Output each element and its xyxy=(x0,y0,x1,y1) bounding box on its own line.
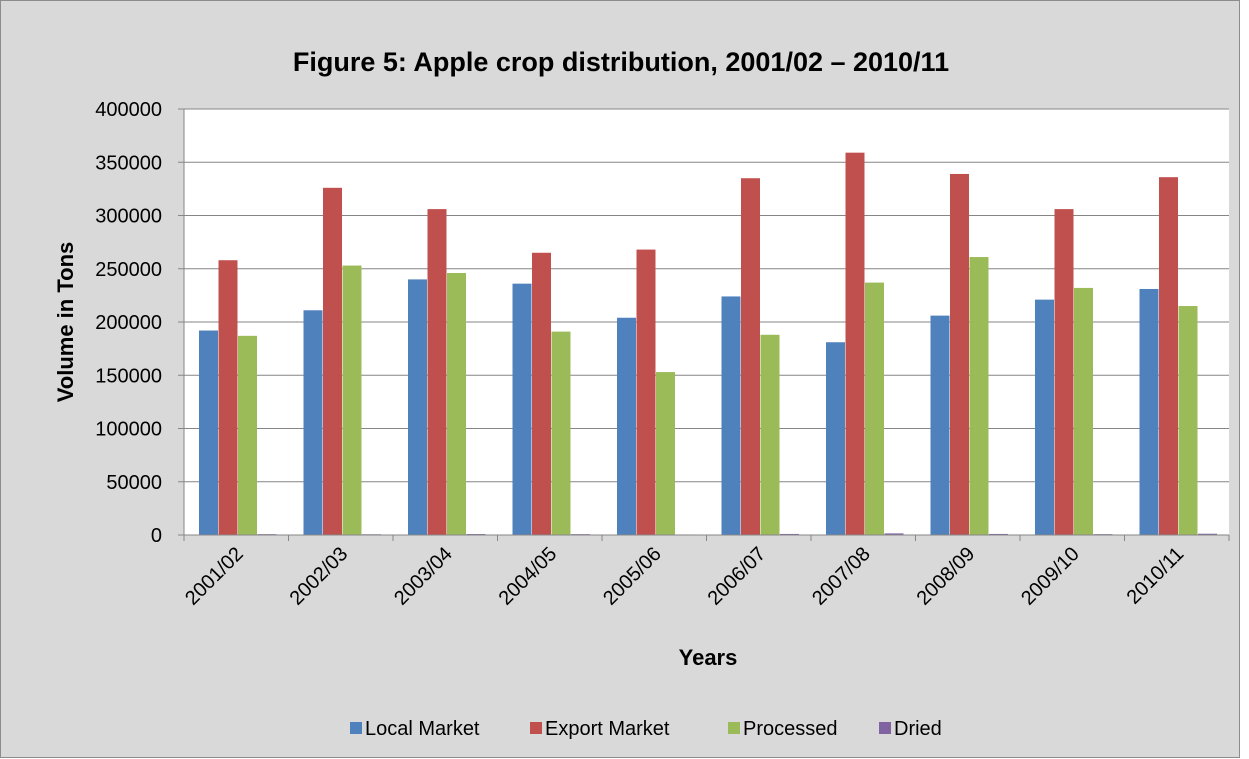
x-tick-label: 2002/03 xyxy=(286,543,353,610)
bar-local-market-2006-07 xyxy=(721,296,741,535)
x-tick-label: 2003/04 xyxy=(390,543,457,610)
x-axis-label: Years xyxy=(679,645,738,670)
bar-local-market-2002-03 xyxy=(303,310,323,535)
legend-swatch xyxy=(728,722,740,734)
bar-local-market-2005-06 xyxy=(617,317,636,535)
bars xyxy=(199,152,1217,536)
bar-export-market-2006-07 xyxy=(741,178,760,535)
bar-processed-2004-05 xyxy=(551,331,571,535)
bar-local-market-2004-05 xyxy=(512,283,532,535)
x-axis-ticks: 2001/02 2002/03 2003/04 2004/05 2005/06 2006/… xyxy=(181,535,1230,610)
bar-export-market-2002-03 xyxy=(323,187,342,535)
bar-processed-2001-02 xyxy=(238,335,257,535)
y-tick-label: 350000 xyxy=(95,152,162,174)
bar-export-market-2009-10 xyxy=(1054,209,1074,536)
bar-export-market-2008-09 xyxy=(950,173,969,535)
y-tick-label: 150000 xyxy=(95,365,162,387)
x-tick-label: 2001/02 xyxy=(181,543,248,610)
legend: Local Market Export Market Processed Dried xyxy=(350,718,942,740)
legend-label: Dried xyxy=(894,718,942,740)
bar-local-market-2009-10 xyxy=(1035,299,1054,535)
x-tick-label: 2007/08 xyxy=(808,543,875,610)
bar-processed-2002-03 xyxy=(342,265,362,535)
y-tick-label: 300000 xyxy=(95,206,162,228)
bar-processed-2008-09 xyxy=(969,257,989,535)
bar-processed-2003-04 xyxy=(447,273,466,535)
x-tick-label: 2008/09 xyxy=(913,543,980,610)
bar-dried-2006-07 xyxy=(780,533,799,535)
bar-local-market-2003-04 xyxy=(408,279,427,535)
y-tick-label: 200000 xyxy=(95,312,162,334)
y-tick-label: 100000 xyxy=(95,419,162,441)
x-tick-label: 2009/10 xyxy=(1017,543,1084,610)
x-tick-label: 2004/05 xyxy=(495,543,562,610)
legend-swatch xyxy=(530,722,542,734)
legend-label: Local Market xyxy=(365,718,480,740)
y-tick-label: 0 xyxy=(151,525,162,547)
bar-local-market-2010-11 xyxy=(1139,288,1159,535)
bar-local-market-2008-09 xyxy=(930,315,950,535)
bar-export-market-2005-06 xyxy=(636,249,656,535)
bar-dried-2007-08 xyxy=(884,533,904,535)
bar-local-market-2007-08 xyxy=(826,342,845,535)
bar-export-market-2007-08 xyxy=(845,152,865,536)
y-tick-label: 50000 xyxy=(106,472,162,494)
chart-title: Figure 5: Apple crop distribution, 2001/… xyxy=(293,47,949,77)
x-tick-label: 2005/06 xyxy=(599,543,666,610)
x-tick-label: 2006/07 xyxy=(704,543,771,610)
bar-processed-2005-06 xyxy=(656,372,675,535)
bar-export-market-2004-05 xyxy=(532,252,551,535)
bar-export-market-2003-04 xyxy=(427,209,447,536)
legend-swatch xyxy=(350,722,362,734)
bar-dried-2008-09 xyxy=(989,533,1008,535)
legend-label: Export Market xyxy=(545,718,670,740)
legend-swatch xyxy=(879,722,891,734)
bar-processed-2006-07 xyxy=(760,334,780,535)
y-tick-label: 400000 xyxy=(95,99,162,121)
y-tick-label: 250000 xyxy=(95,259,162,281)
bar-export-market-2010-11 xyxy=(1159,177,1178,535)
bar-export-market-2001-02 xyxy=(218,260,238,535)
y-axis-ticks: 0 50000 100000 150000 200000 250000 300000 3500… xyxy=(95,99,184,547)
bar-processed-2010-11 xyxy=(1178,306,1198,535)
x-tick-label: 2010/11 xyxy=(1123,543,1189,609)
bar-dried-2010-11 xyxy=(1198,533,1217,535)
bar-processed-2007-08 xyxy=(865,282,884,535)
bar-processed-2009-10 xyxy=(1074,287,1093,535)
bar-local-market-2001-02 xyxy=(199,330,218,535)
y-axis-label: Volume in Tons xyxy=(53,242,78,403)
legend-label: Processed xyxy=(743,718,838,740)
